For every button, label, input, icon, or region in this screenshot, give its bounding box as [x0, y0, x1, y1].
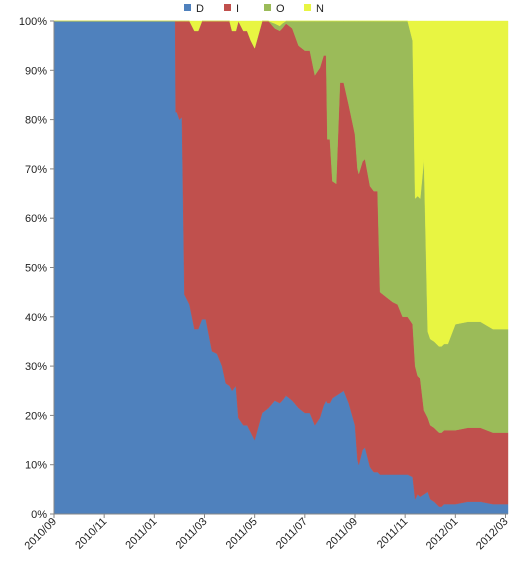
legend-swatch-i [224, 4, 231, 11]
x-tick-label: 2011/07 [274, 516, 310, 552]
y-tick-label: 50% [25, 263, 47, 275]
y-tick-label: 80% [25, 115, 47, 127]
x-tick-label: 2011/03 [174, 516, 210, 552]
legend-label-d: D [196, 3, 204, 15]
x-tick-label: 2011/11 [375, 516, 410, 551]
y-tick-label: 40% [25, 312, 47, 324]
y-tick-label: 20% [25, 410, 47, 422]
x-tick-label: 2011/09 [324, 516, 360, 552]
x-tick-label: 2012/03 [474, 516, 511, 553]
legend-swatch-o [264, 4, 271, 11]
area-series-n [53, 20, 509, 347]
y-tick-label: 60% [25, 213, 47, 225]
y-tick-label: 70% [25, 164, 47, 176]
legend-swatch-n [304, 4, 311, 11]
x-tick-label: 2011/01 [123, 516, 159, 552]
legend-label-o: O [276, 3, 285, 15]
x-tick-label: 2010/11 [73, 516, 109, 552]
legend-label-i: I [236, 3, 239, 15]
y-tick-label: 100% [19, 16, 47, 28]
legend-swatch-d [184, 4, 191, 11]
y-tick-label: 30% [25, 361, 47, 373]
x-tick-label: 2010/09 [23, 516, 60, 553]
legend-label-n: N [316, 3, 324, 15]
x-tick-label: 2012/01 [424, 516, 461, 553]
y-tick-label: 0% [31, 509, 47, 521]
y-tick-label: 10% [25, 460, 47, 472]
plot-area [53, 20, 509, 515]
y-tick-label: 90% [25, 65, 47, 77]
x-tick-label: 2011/05 [224, 516, 260, 552]
